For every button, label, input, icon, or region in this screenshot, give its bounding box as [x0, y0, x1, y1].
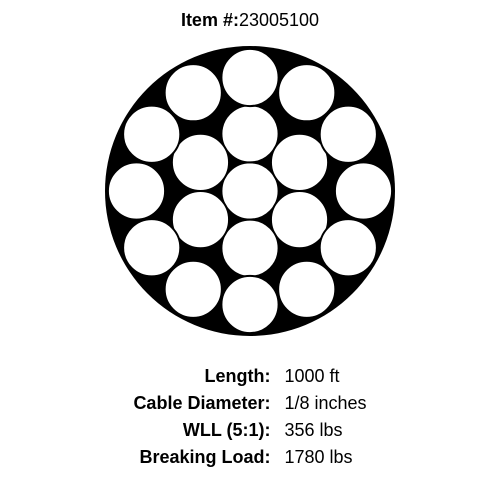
spec-value-wll: 356 lbs — [285, 420, 367, 441]
spec-value-diameter: 1/8 inches — [285, 393, 367, 414]
spec-table: Length: 1000 ft Cable Diameter: 1/8 inch… — [133, 366, 366, 468]
spec-value-breaking: 1780 lbs — [285, 447, 367, 468]
spec-label-length: Length: — [133, 366, 270, 387]
spec-label-breaking: Breaking Load: — [133, 447, 270, 468]
cable-cross-section-diagram — [105, 46, 395, 336]
spec-value-length: 1000 ft — [285, 366, 367, 387]
item-number: 23005100 — [239, 10, 319, 31]
spec-label-diameter: Cable Diameter: — [133, 393, 270, 414]
cable-svg — [105, 46, 395, 336]
spec-label-wll: WLL (5:1): — [133, 420, 270, 441]
item-header: Item #: 23005100 — [181, 10, 319, 31]
item-label: Item #: — [181, 10, 239, 31]
